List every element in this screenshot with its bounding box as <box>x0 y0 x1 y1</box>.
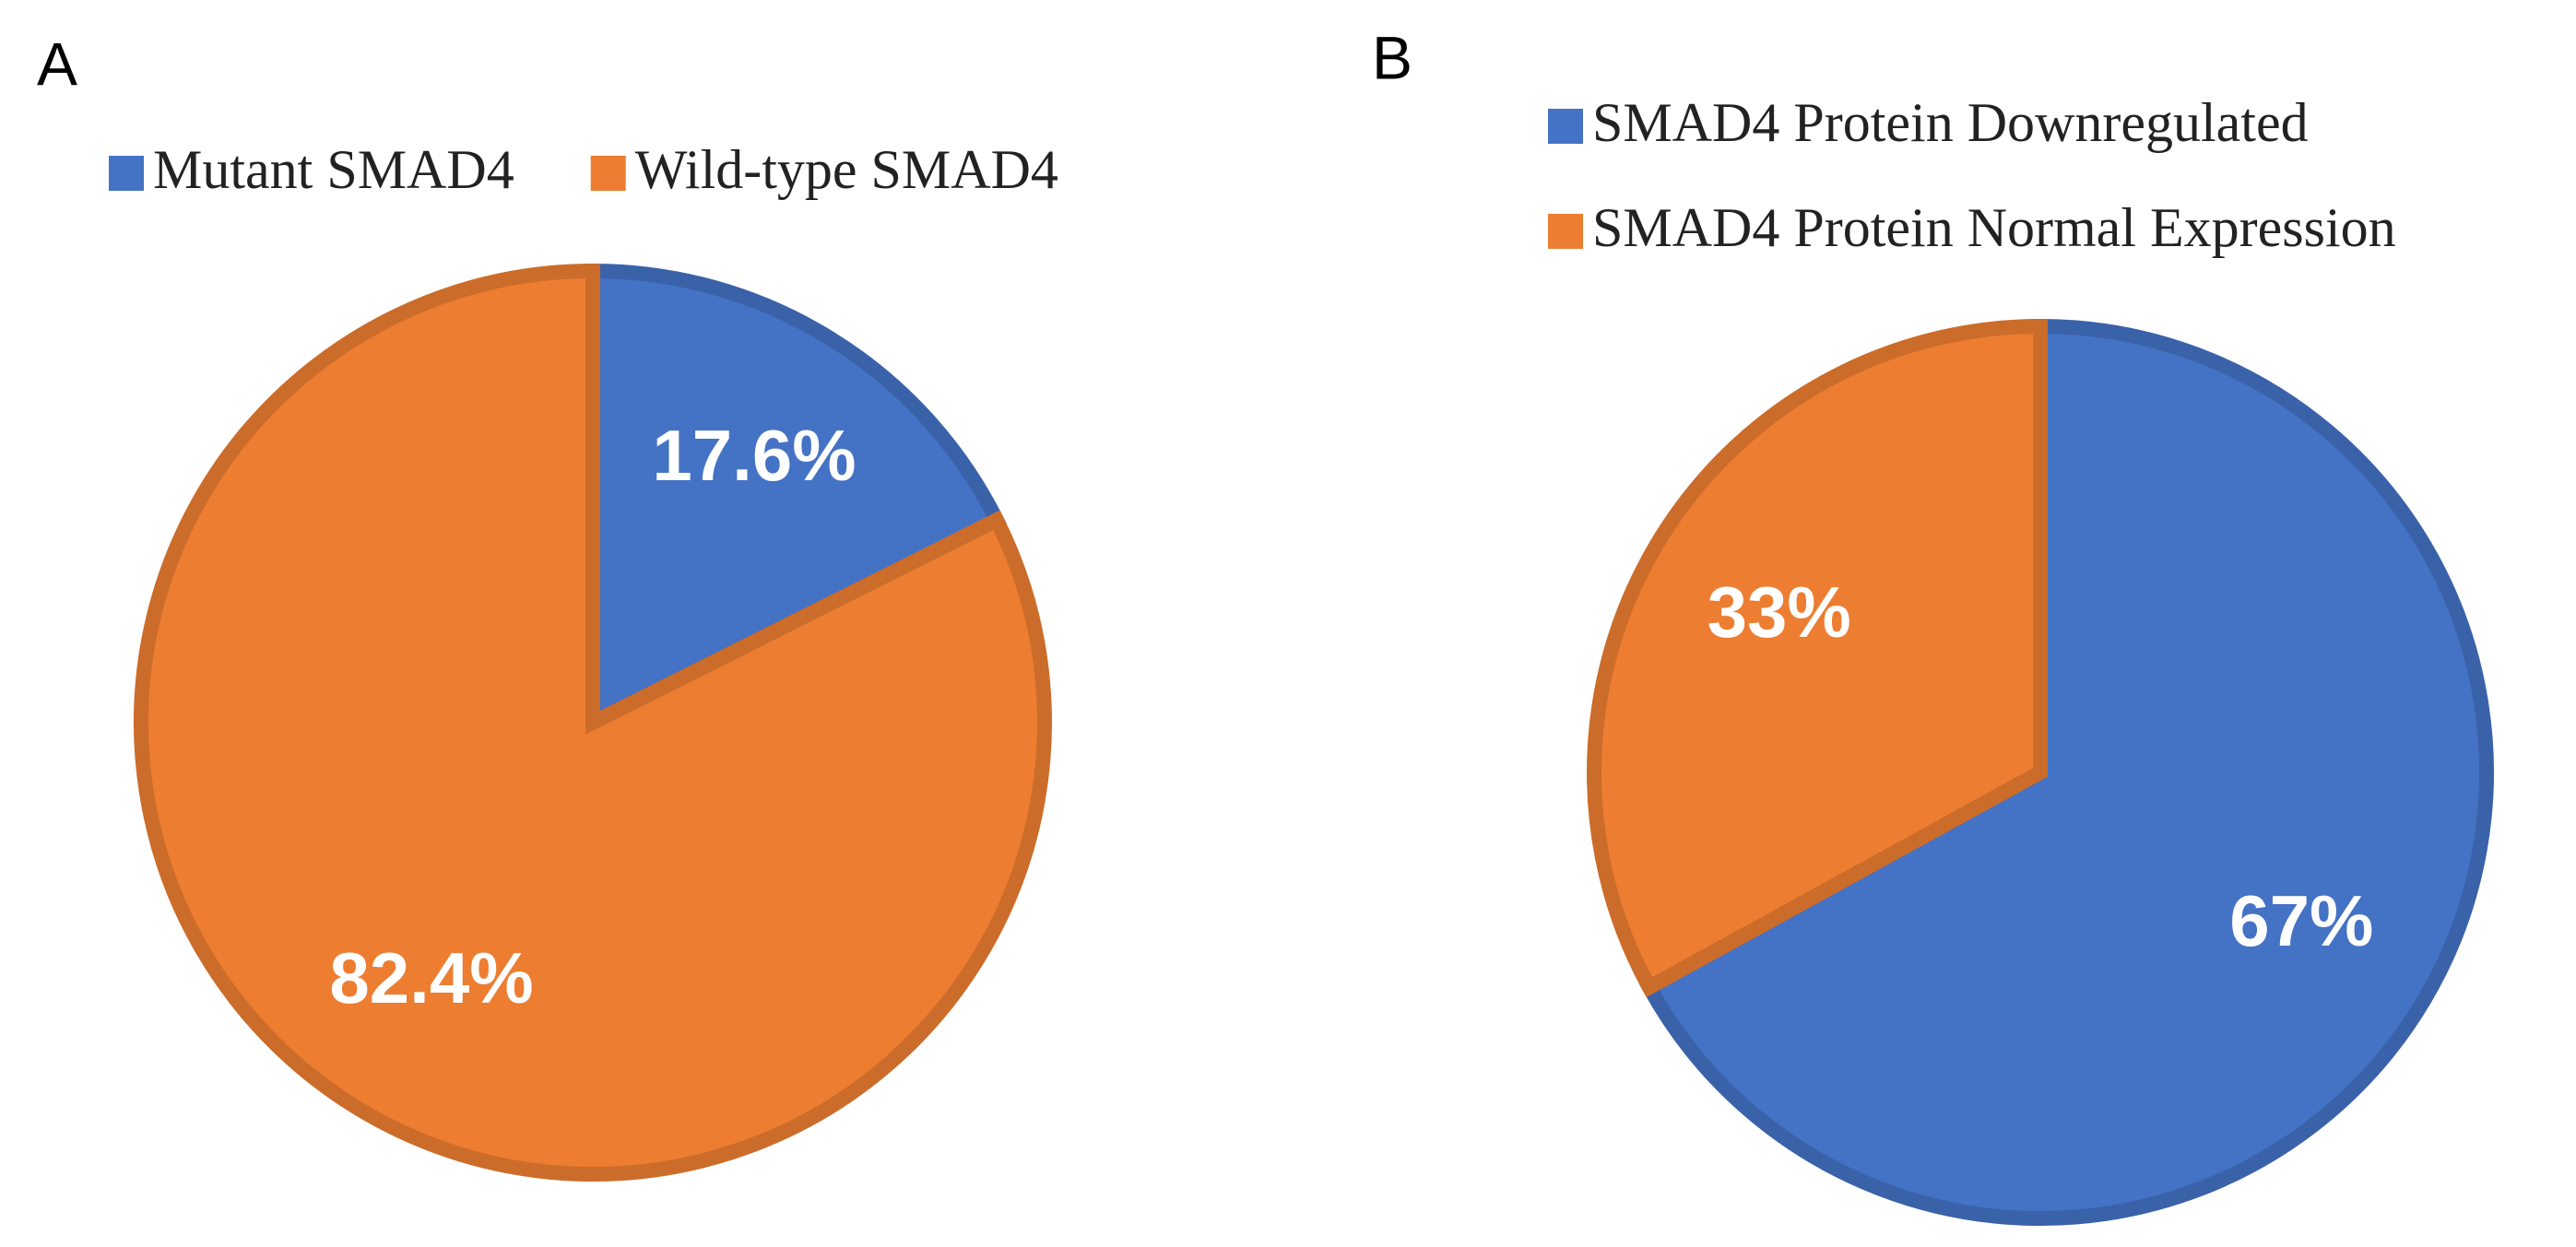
data-label: 82.4% <box>329 937 533 1018</box>
legend-swatch <box>590 156 626 191</box>
legend-swatch <box>1548 214 1583 249</box>
pie-slice <box>1638 318 2494 1226</box>
panel-title: A <box>37 29 77 98</box>
legend-text: SMAD4 Protein Downregulated <box>1592 92 2309 153</box>
pie-slice <box>134 263 1052 1182</box>
data-label: 33% <box>1707 571 1851 653</box>
legend-text: Mutant SMAD4 <box>153 139 514 200</box>
legend-swatch <box>109 156 144 191</box>
data-label: 17.6% <box>652 415 856 496</box>
data-label: 67% <box>2229 880 2373 961</box>
panel-title: B <box>1372 23 1412 91</box>
legend-swatch <box>1548 109 1583 144</box>
legend-text: SMAD4 Protein Normal Expression <box>1592 197 2396 258</box>
pie-slice <box>585 263 1007 735</box>
legend-text: Wild-type SMAD4 <box>635 139 1058 200</box>
pie-slice <box>1587 318 2048 998</box>
